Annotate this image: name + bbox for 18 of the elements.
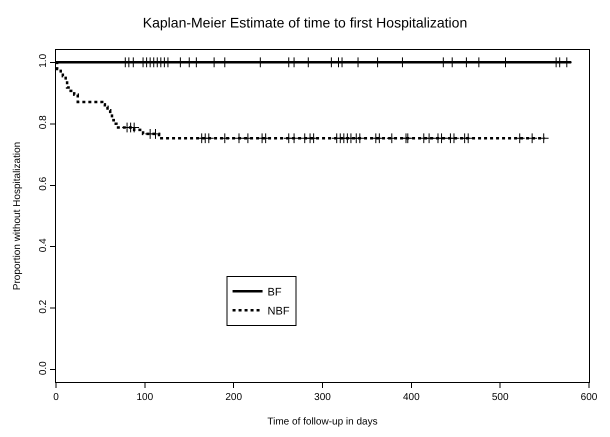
x-tick-label: 400 [402,392,420,403]
x-tick-label: 500 [492,392,509,403]
y-tick-label: 0.8 [38,114,49,130]
x-axis-title: Time of follow-up in days [267,416,378,428]
legend-label: NBF [268,306,290,318]
y-tick-label: 0.4 [38,238,49,252]
y-axis-title: Proportion without Hospitalization [12,142,23,290]
y-tick-label: 1.0 [38,53,49,68]
legend-label: BF [268,286,282,299]
y-tick-label: 0.6 [38,176,49,191]
y-tick-label: 0.0 [38,360,49,376]
y-tick-label: 0.2 [38,299,49,314]
x-tick-label: 200 [225,392,242,403]
x-tick-label: 300 [314,392,332,403]
chart-title: Kaplan-Meier Estimate of time to first Hospitalization [142,14,468,30]
x-tick-label: 0 [53,392,60,403]
x-tick-label: 600 [580,392,598,403]
x-tick-label: 100 [136,392,154,403]
